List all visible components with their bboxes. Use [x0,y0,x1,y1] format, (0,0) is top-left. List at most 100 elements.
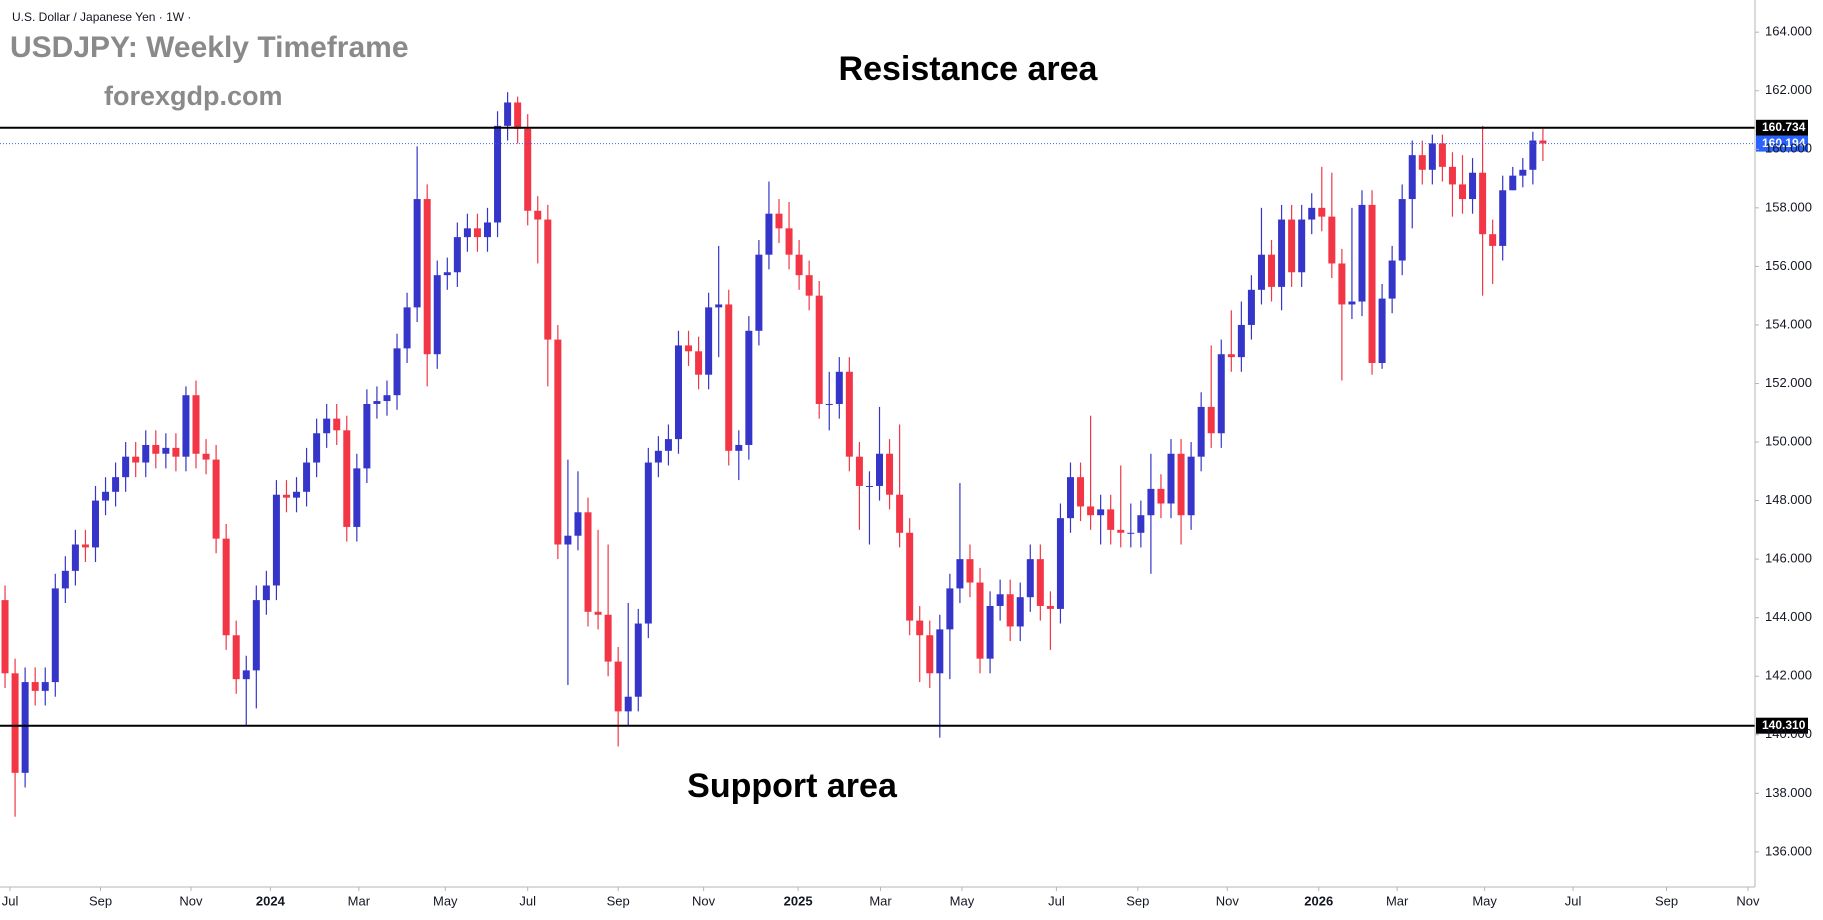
candle-body [765,213,773,255]
candle-body [1257,254,1265,290]
candle-body [1097,509,1105,516]
candle-body [1046,605,1054,609]
candle-body [383,395,391,402]
y-tick-label: 136.000 [1765,843,1812,858]
x-tick-label: Mar [869,893,892,908]
candle-body [202,453,210,460]
candle-body [192,395,200,454]
candle-body [976,582,984,659]
y-tick-label: 142.000 [1765,668,1812,683]
candle-body [91,500,99,548]
candle-body [1398,199,1406,261]
y-tick-label: 146.000 [1765,551,1812,566]
candle-body [564,535,572,545]
candle-body [634,623,642,697]
candle-body [1428,143,1436,170]
x-tick-label: Jul [2,893,19,908]
x-tick-label: Jul [1565,893,1582,908]
candle-body [433,275,441,355]
candle-body [1197,406,1205,457]
candle-body [333,418,341,431]
candle-body [624,696,632,712]
candle-body [293,491,301,498]
x-tick-label: Sep [1655,893,1678,908]
x-tick-label: Jul [519,893,536,908]
candle-body [1147,488,1155,516]
candle-body [132,456,140,463]
candle-body [1368,204,1376,363]
candle-body [242,670,250,680]
candle-body [835,371,843,404]
candle-body [1479,172,1487,235]
candle-body [1,600,9,674]
candle-body [614,661,622,712]
y-tick-label: 152.000 [1765,375,1812,390]
candle-body [1308,207,1316,220]
level-label-box [1756,717,1808,734]
x-tick-label: Nov [692,893,716,908]
candle-body [795,254,803,276]
candle-body [674,345,682,440]
candle-body [484,222,491,238]
candle-body [735,444,743,451]
level-label-box [1756,119,1808,136]
candle-body [1388,260,1396,299]
level-label: 160.734 [1762,120,1806,134]
candle-body [916,620,924,636]
x-tick-label: Sep [89,893,112,908]
candle-body [1408,155,1416,200]
candle-body [11,673,19,773]
candle-body [865,485,873,487]
candle-body [584,512,592,612]
y-tick-label: 162.000 [1765,82,1812,97]
candle-body [51,588,59,683]
candle-body [282,494,290,498]
candle-body [745,330,753,445]
chart-title: USDJPY: Weekly Timeframe [10,31,409,64]
candle-body [1087,506,1095,516]
candle-body [463,228,471,238]
y-tick-label: 164.000 [1765,24,1812,39]
candle-body [1418,155,1426,170]
candle-body [1348,301,1356,305]
candle-body [1177,453,1185,516]
candle-body [695,351,703,375]
candle-body [705,307,713,375]
candle-body [1026,559,1034,598]
candle-body [1448,166,1456,185]
candle-body [212,459,220,539]
candle-body [896,494,904,533]
candle-body [1499,190,1507,246]
candle-body [403,307,411,349]
symbol-header: U.S. Dollar / Japanese Yen · 1W · [12,10,191,24]
candle-body [825,403,833,405]
candle-body [1247,289,1255,325]
candle-body [453,237,461,273]
candle-body [966,559,974,583]
candle-body [1318,207,1326,217]
candle-body [574,512,582,536]
candle-body [1459,184,1466,200]
candle-body [222,538,230,636]
candle-body [886,453,894,495]
candle-body [1006,594,1014,627]
candle-body [313,433,321,463]
x-tick-label: Mar [348,893,371,908]
candle-body [996,594,1004,606]
candle-body [162,447,170,454]
candle-body [1438,143,1446,167]
candle-body [514,102,522,129]
level-label-box [1756,135,1808,152]
y-tick-label: 138.000 [1765,785,1812,800]
candle-body [504,102,512,126]
y-tick-label: 148.000 [1765,492,1812,507]
candle-body [1298,219,1306,273]
candle-body [1469,172,1477,200]
candle-body [494,125,502,223]
candle-body [343,430,351,527]
candle-body [413,199,421,308]
y-tick-label: 140.000 [1765,726,1812,741]
candle-body [1358,204,1366,302]
candle-body [1187,456,1195,516]
